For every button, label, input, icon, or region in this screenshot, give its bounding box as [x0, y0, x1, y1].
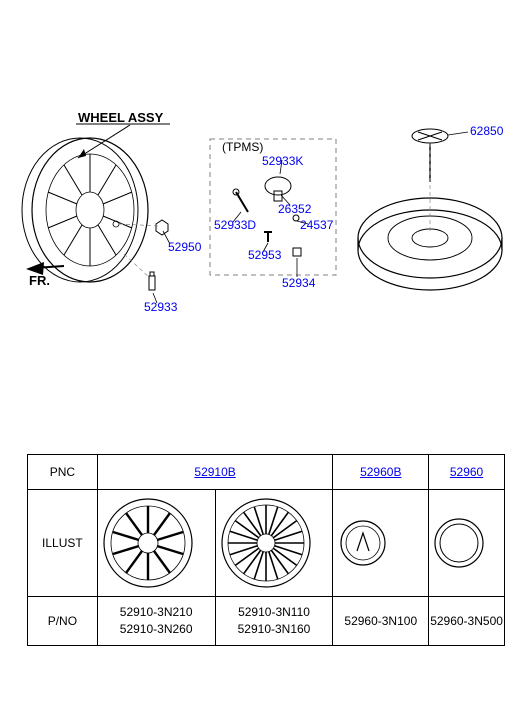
pnc-link-2[interactable]: 52960B	[360, 465, 401, 479]
th-col-3: 52960	[429, 455, 505, 490]
table-row: P/NO 52910-3N210 52910-3N260 52910-3N110…	[28, 597, 505, 646]
illust-0	[97, 490, 215, 597]
tpms-screw-drawing	[264, 232, 272, 242]
fr-label: FR.	[29, 273, 50, 288]
pnc-link-0[interactable]: 52910B	[194, 465, 235, 479]
tpms-label: (TPMS)	[222, 140, 263, 154]
pno-text: 52960-3N100	[344, 614, 417, 628]
pno-text: 52910-3N210	[120, 605, 193, 619]
pno-text: 52910-3N160	[238, 622, 311, 636]
callout-26352[interactable]: 26352	[278, 202, 311, 216]
wheel-assy-drawing	[22, 138, 148, 282]
valve-stem-drawing	[124, 254, 155, 290]
wheel-multi-spoke-icon	[98, 493, 198, 593]
parts-table-wrapper: PNC 52910B 52960B 52960 ILLUST	[27, 454, 505, 646]
wheel-many-spoke-icon	[216, 493, 316, 593]
lug-nut-drawing	[119, 220, 168, 235]
illust-3	[429, 490, 505, 597]
pno-3: 52960-3N500	[429, 597, 505, 646]
illust-2	[333, 490, 429, 597]
pno-text: 52960-3N500	[430, 614, 503, 628]
callout-52934[interactable]: 52934	[282, 276, 315, 290]
pno-text: 52910-3N110	[238, 605, 310, 619]
tpms-sensor-drawing	[265, 177, 291, 201]
parts-table: PNC 52910B 52960B 52960 ILLUST	[27, 454, 505, 646]
ring-icon	[429, 513, 489, 573]
hub-cap-icon	[333, 513, 393, 573]
th-col-2: 52960B	[333, 455, 429, 490]
page-root: WHEEL ASSY FR. (TPMS) 52950 52933 52933K…	[0, 0, 532, 727]
pno-1: 52910-3N110 52910-3N160	[215, 597, 333, 646]
callout-52933k[interactable]: 52933K	[262, 154, 303, 168]
spare-tire-drawing	[358, 198, 502, 290]
callout-62850[interactable]: 62850	[470, 124, 503, 138]
callout-52950[interactable]: 52950	[168, 240, 201, 254]
callout-52953[interactable]: 52953	[248, 248, 281, 262]
pnc-link-3[interactable]: 52960	[450, 465, 483, 479]
illust-1	[215, 490, 333, 597]
table-row: ILLUST	[28, 490, 505, 597]
pno-0: 52910-3N210 52910-3N260	[97, 597, 215, 646]
th-col-0-1: 52910B	[97, 455, 333, 490]
wheel-assy-title: WHEEL ASSY	[78, 110, 163, 125]
callout-24537[interactable]: 24537	[300, 218, 333, 232]
tpms-valve-drawing	[233, 189, 248, 212]
callout-52933d[interactable]: 52933D	[214, 218, 256, 232]
th-illust: ILLUST	[28, 490, 98, 597]
table-row: PNC 52910B 52960B 52960	[28, 455, 505, 490]
th-pnc: PNC	[28, 455, 98, 490]
diagram-svg	[0, 0, 532, 360]
th-pno: P/NO	[28, 597, 98, 646]
pno-2: 52960-3N100	[333, 597, 429, 646]
pno-text: 52910-3N260	[120, 622, 193, 636]
callout-52933[interactable]: 52933	[144, 300, 177, 314]
